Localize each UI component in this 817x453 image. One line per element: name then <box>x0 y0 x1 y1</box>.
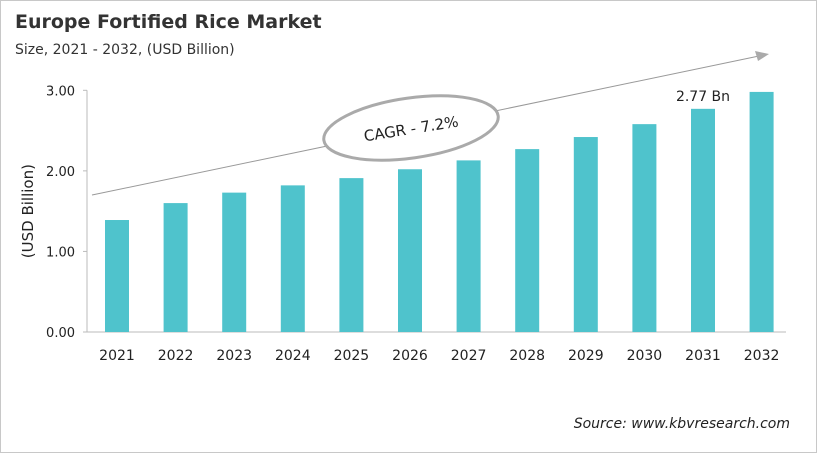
bar-2022 <box>163 203 188 332</box>
bar-2032 <box>749 91 774 332</box>
y-axis-label: (USD Billion) <box>19 164 37 258</box>
data-label: 2.77 Bn <box>676 89 730 105</box>
cagr-ellipse <box>322 94 500 162</box>
bar-2024 <box>280 185 305 332</box>
x-tick-label: 2027 <box>451 348 487 364</box>
bar-2029 <box>573 137 598 332</box>
bar-2028 <box>515 149 540 332</box>
bar-2025 <box>339 178 364 332</box>
y-tick-label: 3.00 <box>46 84 75 99</box>
x-tick-label: 2024 <box>275 348 311 364</box>
bar-2030 <box>632 124 657 332</box>
chart-subtitle: Size, 2021 - 2032, (USD Billion) <box>15 42 235 58</box>
x-tick-label: 2032 <box>744 348 780 364</box>
y-tick-label: 0.00 <box>46 326 75 341</box>
y-tick-label: 2.00 <box>46 165 75 180</box>
x-tick-label: 2022 <box>158 348 194 364</box>
bar-2027 <box>456 160 481 332</box>
x-tick-label: 2030 <box>627 348 663 364</box>
x-tick-label: 2031 <box>685 348 721 364</box>
y-tick-label: 1.00 <box>46 245 75 260</box>
trend-arrow-head <box>755 51 769 61</box>
x-tick-label: 2026 <box>392 348 428 364</box>
bar-2021 <box>105 220 129 332</box>
x-tick-label: 2028 <box>509 348 545 364</box>
bar-2026 <box>398 169 422 332</box>
bar-2031 <box>691 108 715 333</box>
source-note: Source: www.kbvresearch.com <box>573 416 790 432</box>
bar-2023 <box>222 192 247 332</box>
x-tick-label: 2023 <box>216 348 252 364</box>
x-tick-label: 2025 <box>334 348 370 364</box>
x-tick-label: 2021 <box>99 348 135 364</box>
chart-title: Europe Fortified Rice Market <box>15 11 322 33</box>
x-tick-label: 2029 <box>568 348 604 364</box>
